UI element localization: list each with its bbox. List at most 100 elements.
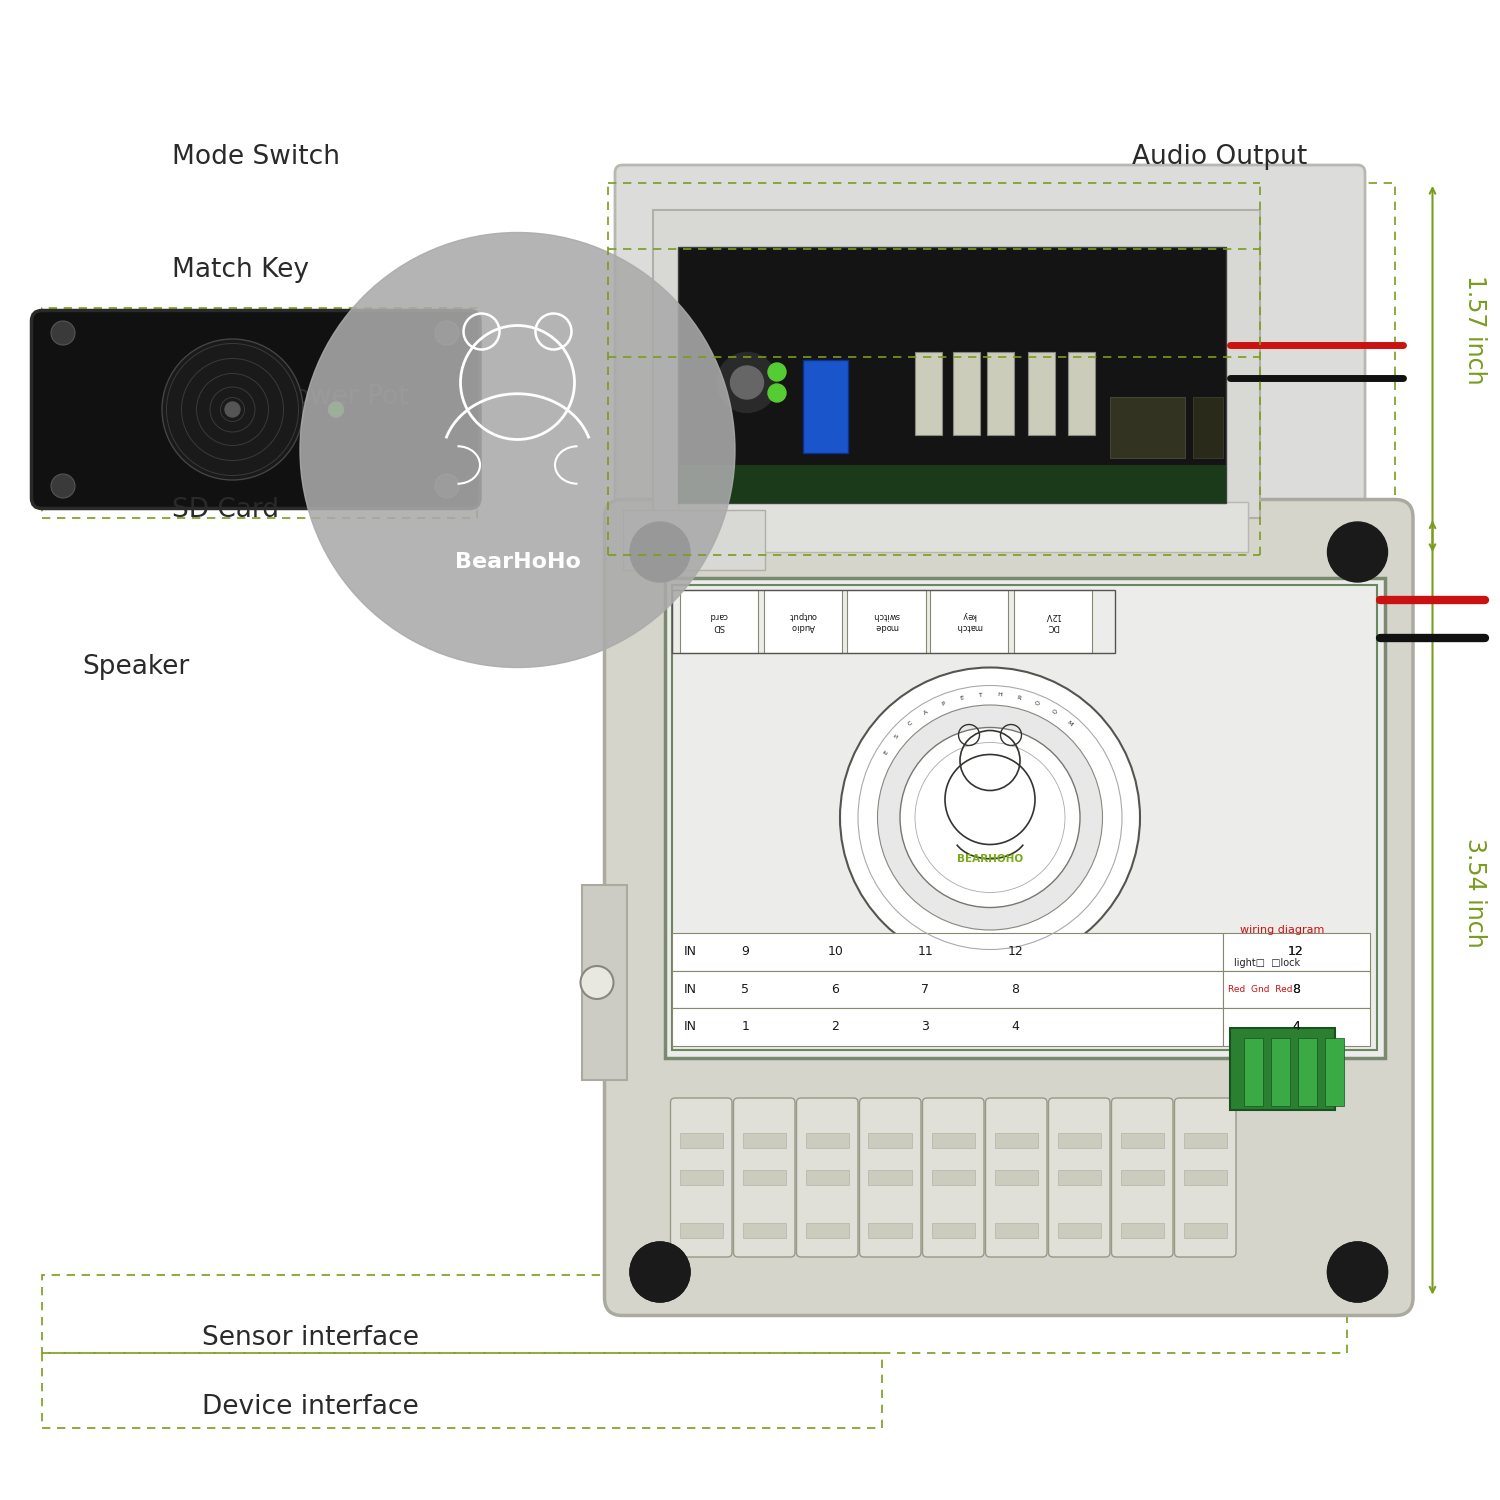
Bar: [742, 1132, 786, 1148]
Bar: [932, 1222, 975, 1238]
Text: 12: 12: [1288, 945, 1304, 958]
Bar: [742, 1170, 786, 1185]
Circle shape: [162, 339, 303, 480]
Bar: [1222, 1008, 1370, 1046]
Text: DC
12V: DC 12V: [1046, 612, 1060, 630]
Text: 1.57 inch: 1.57 inch: [1462, 274, 1486, 386]
FancyBboxPatch shape: [922, 1098, 984, 1257]
Bar: [994, 1222, 1038, 1238]
Text: 8: 8: [1011, 982, 1020, 996]
Circle shape: [1328, 1242, 1388, 1302]
Circle shape: [900, 728, 1080, 908]
Text: 4: 4: [1292, 1020, 1300, 1034]
Text: 5: 5: [741, 982, 750, 996]
Bar: [847, 590, 926, 652]
FancyBboxPatch shape: [986, 1098, 1047, 1257]
Bar: [1120, 1222, 1164, 1238]
Text: 12: 12: [1008, 945, 1023, 958]
Text: 4.33 inch: 4.33 inch: [1007, 602, 1124, 625]
Bar: [1222, 933, 1370, 970]
Bar: [1298, 1038, 1317, 1106]
Bar: [994, 1132, 1038, 1148]
Circle shape: [300, 232, 735, 668]
Text: O: O: [1050, 710, 1058, 716]
Bar: [1014, 590, 1092, 652]
Bar: [42, 308, 477, 518]
Text: A: A: [922, 710, 930, 716]
Bar: [680, 1222, 723, 1238]
Text: O: O: [1034, 700, 1040, 706]
Bar: [42, 1275, 1347, 1353]
FancyBboxPatch shape: [1112, 1098, 1173, 1257]
Text: Audio
output: Audio output: [789, 612, 816, 630]
Text: 6: 6: [831, 982, 840, 996]
Text: wiring diagram: wiring diagram: [1240, 926, 1324, 934]
Bar: [652, 210, 1260, 518]
Text: light□  □lock: light□ □lock: [1234, 958, 1300, 968]
FancyBboxPatch shape: [796, 1098, 858, 1257]
Text: E: E: [958, 694, 964, 700]
Text: 8: 8: [1292, 982, 1300, 996]
Text: SD Card: SD Card: [172, 496, 279, 523]
Text: T: T: [978, 692, 982, 698]
Circle shape: [878, 705, 1102, 930]
Bar: [1058, 1132, 1101, 1148]
Text: 1: 1: [741, 1020, 750, 1034]
FancyBboxPatch shape: [734, 1098, 795, 1257]
Circle shape: [51, 321, 75, 345]
FancyBboxPatch shape: [615, 165, 1365, 562]
Text: IN: IN: [684, 1020, 696, 1034]
Bar: [1068, 352, 1095, 435]
Bar: [1324, 1038, 1344, 1106]
Bar: [1230, 1028, 1335, 1110]
Bar: [680, 590, 758, 652]
Bar: [680, 1132, 723, 1148]
Bar: [672, 1008, 1222, 1046]
Bar: [582, 885, 627, 1080]
Text: M: M: [1065, 720, 1072, 728]
Text: C: C: [908, 720, 914, 728]
FancyBboxPatch shape: [32, 310, 480, 509]
Bar: [952, 352, 980, 435]
Bar: [742, 1222, 786, 1238]
Text: 4: 4: [1292, 1020, 1300, 1034]
Bar: [806, 1222, 849, 1238]
Text: Match Key: Match Key: [172, 256, 309, 284]
Bar: [1244, 1038, 1263, 1106]
Text: IN: IN: [684, 945, 696, 958]
Bar: [932, 1170, 975, 1185]
Text: R: R: [1016, 694, 1022, 700]
Circle shape: [768, 363, 786, 381]
Bar: [932, 1132, 975, 1148]
Text: 2: 2: [831, 1020, 840, 1034]
Bar: [806, 1170, 849, 1185]
Circle shape: [768, 384, 786, 402]
FancyBboxPatch shape: [859, 1098, 921, 1257]
Text: H: H: [998, 692, 1002, 698]
Text: 4: 4: [1011, 1020, 1020, 1034]
Text: BearHoHo: BearHoHo: [454, 552, 580, 573]
Text: 7: 7: [921, 982, 930, 996]
Bar: [1110, 398, 1185, 458]
Text: 11: 11: [918, 945, 933, 958]
Text: SD
card: SD card: [710, 612, 728, 630]
FancyBboxPatch shape: [1174, 1098, 1236, 1257]
Circle shape: [630, 522, 690, 582]
Bar: [994, 1170, 1038, 1185]
Text: 3.54 inch: 3.54 inch: [1462, 837, 1486, 948]
Text: DC 12V Power Pot: DC 12V Power Pot: [172, 384, 410, 411]
Text: P: P: [940, 700, 946, 706]
Text: E: E: [882, 750, 890, 756]
Text: 8: 8: [1292, 982, 1300, 996]
Circle shape: [840, 668, 1140, 968]
Bar: [1260, 183, 1395, 555]
Text: Device interface: Device interface: [202, 1394, 418, 1420]
Bar: [868, 1170, 912, 1185]
Bar: [672, 933, 1222, 970]
Bar: [1120, 1170, 1164, 1185]
Circle shape: [630, 1242, 690, 1302]
FancyBboxPatch shape: [1048, 1098, 1110, 1257]
Circle shape: [630, 1242, 690, 1302]
Bar: [868, 1222, 912, 1238]
Text: Mode Switch: Mode Switch: [172, 144, 340, 171]
